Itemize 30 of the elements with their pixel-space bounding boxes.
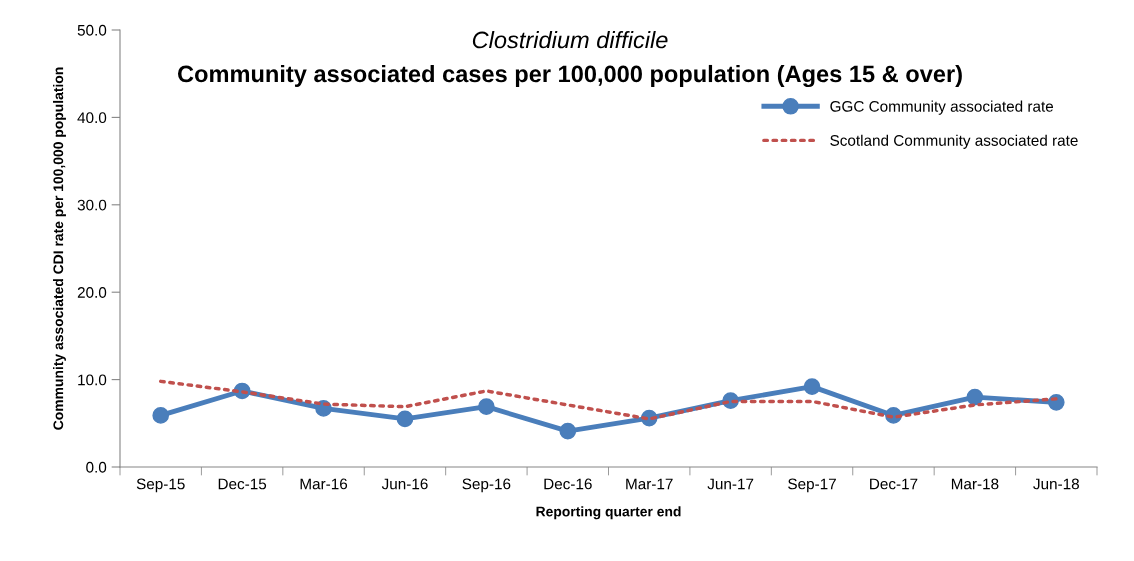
x-tick-label: Mar-17 xyxy=(626,478,673,490)
x-tick-label: Dec-16 xyxy=(544,478,592,490)
y-tick-label: 10.0 xyxy=(78,374,107,386)
y-tick-label: 20.0 xyxy=(77,287,107,298)
text: Community associated cases per 100,000 population (Ages 15 & over) xyxy=(178,64,962,88)
y-tick-label: 50.0 xyxy=(77,24,107,36)
point xyxy=(396,410,414,428)
y-tick-label: 40.0 xyxy=(77,112,107,124)
x-tick-label: Jun-18 xyxy=(1033,478,1079,490)
x-tick-label: Sep-16 xyxy=(462,478,511,493)
x-tick-label: Jun-17 xyxy=(707,478,754,490)
point xyxy=(152,407,170,424)
x-tick-label: Dec-17 xyxy=(870,478,918,490)
point xyxy=(966,388,984,406)
x-tick-label: Dec-15 xyxy=(218,478,267,490)
x-tick-label: Mar-18 xyxy=(951,478,999,490)
x-tick-label: Sep-15 xyxy=(136,478,185,493)
legend-label: Scotland Community associated rate xyxy=(830,134,1078,149)
point xyxy=(559,422,577,440)
y-tick-label: 30.0 xyxy=(77,199,107,211)
y-axis-title: Community associated CDI rate per 100,000 population xyxy=(53,67,66,430)
point xyxy=(803,378,821,395)
point xyxy=(478,398,495,416)
x-tick-label: Mar-16 xyxy=(300,478,348,490)
x-tick-label: Sep-17 xyxy=(788,478,836,493)
legend-label: GGC Community associated rate xyxy=(830,100,1054,115)
x-axis-title: Reporting quarter end xyxy=(536,506,681,520)
y-tick-label: 0.0 xyxy=(86,461,107,473)
x-tick-label: Jun-16 xyxy=(381,478,428,490)
chart-title: Clostridium difficile xyxy=(472,31,668,49)
